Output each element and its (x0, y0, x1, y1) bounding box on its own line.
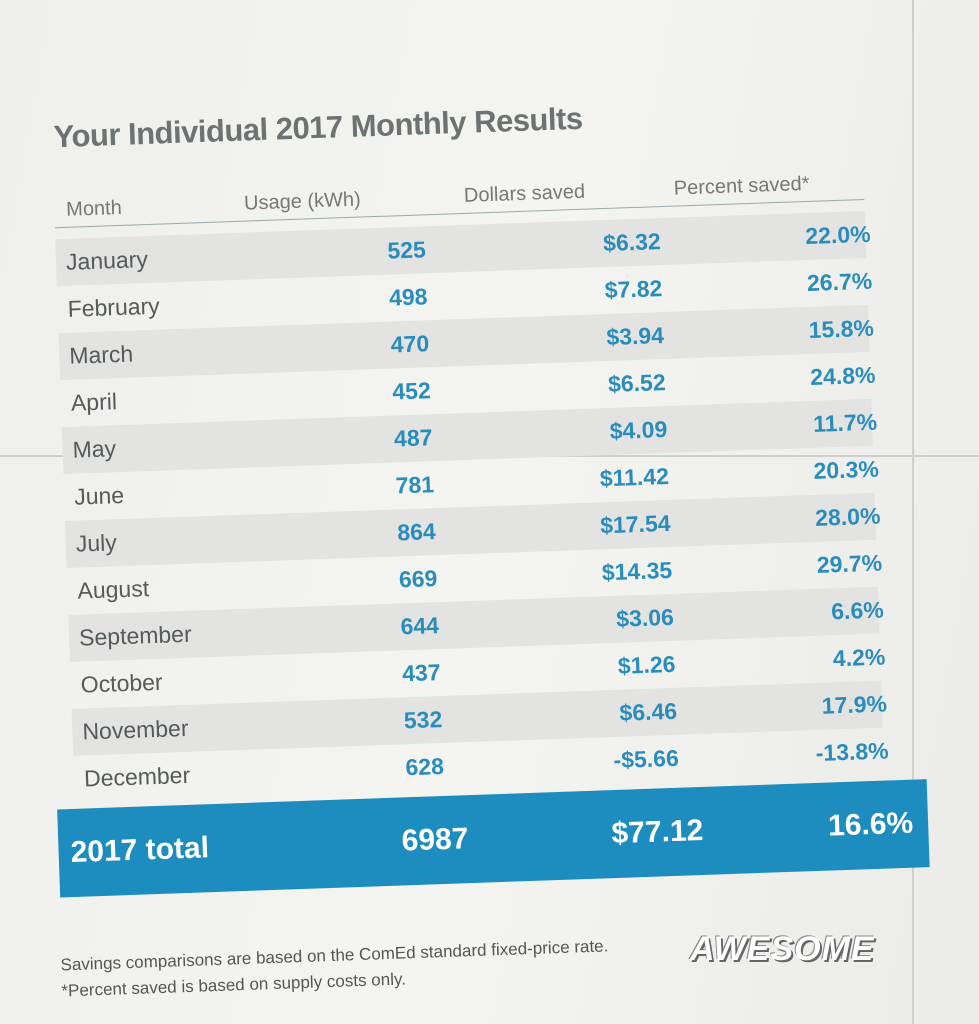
value-cell: 28.0% (814, 502, 881, 531)
value-cell: $6.46 (619, 697, 678, 726)
month-cell: May (72, 435, 117, 463)
value-cell: 781 (395, 471, 435, 499)
value-cell: $3.06 (615, 603, 675, 632)
value-cell: 29.7% (816, 549, 883, 578)
value-cell: $11.42 (599, 462, 670, 492)
value-cell: $14.35 (601, 556, 673, 586)
value-cell: 24.8% (809, 361, 876, 390)
value-cell: 532 (403, 706, 443, 734)
value-cell: 864 (396, 518, 437, 546)
value-cell: -13.8% (815, 737, 890, 766)
value-cell: $6.32 (602, 228, 662, 257)
month-cell: March (68, 340, 134, 369)
value-cell: 487 (393, 424, 433, 452)
value-cell: 20.3% (813, 455, 880, 484)
value-cell: $7.82 (604, 275, 663, 304)
month-cell: September (78, 620, 193, 651)
paper-edge (912, 0, 914, 1024)
value-cell: 26.7% (806, 267, 873, 296)
footnote: Savings comparisons are based on the Com… (60, 936, 609, 975)
sticker: AWESOME (690, 930, 875, 968)
value-cell: $4.09 (609, 415, 668, 444)
title: Your Individual 2017 Monthly Results (53, 100, 584, 155)
value-cell: 669 (398, 565, 438, 593)
month-cell: August (77, 575, 150, 604)
value-cell: 498 (388, 283, 428, 311)
month-cell: October (80, 668, 164, 698)
value-cell: 22.0% (804, 220, 871, 250)
value-cell: $1.26 (617, 650, 676, 679)
month-cell: June (73, 481, 125, 510)
month-cell: December (83, 761, 191, 792)
value-cell: 644 (400, 612, 440, 640)
value-cell: 628 (405, 752, 445, 781)
value-cell: 11.7% (812, 408, 878, 437)
total-label: 2017 total (70, 831, 210, 870)
value-cell: 437 (401, 659, 442, 687)
total-value: 6987 (401, 822, 469, 858)
table-body: January 525 $6.32 22.0% February 498 $7.82 26.7… (30, 59, 909, 792)
value-cell: $3.94 (605, 322, 665, 351)
value-cell: 470 (390, 330, 430, 358)
column-header: Percent saved* (673, 172, 810, 200)
value-cell: -$5.66 (613, 744, 680, 774)
value-cell: 15.8% (808, 314, 875, 343)
column-header: Dollars saved (463, 180, 586, 207)
document: Your Individual 2017 Monthly Results Jan… (30, 59, 942, 1009)
value-cell: $17.54 (599, 509, 671, 539)
month-cell: January (65, 245, 149, 275)
value-cell: 525 (386, 236, 427, 264)
value-cell: 4.2% (832, 643, 886, 672)
value-cell: $6.52 (607, 369, 667, 397)
month-cell: July (75, 529, 118, 557)
month-cell: November (81, 714, 189, 745)
value-cell: 452 (391, 377, 432, 405)
total-value: 16.6% (827, 806, 914, 843)
value-cell: 17.9% (821, 690, 888, 719)
total-value: $77.12 (610, 813, 704, 851)
month-cell: April (70, 388, 118, 416)
value-cell: 6.6% (830, 596, 885, 625)
month-cell: February (67, 292, 161, 322)
column-header: Usage (kWh) (243, 188, 362, 215)
column-header: Month (65, 196, 123, 221)
footnote: *Percent saved is based on supply costs … (61, 969, 407, 1001)
